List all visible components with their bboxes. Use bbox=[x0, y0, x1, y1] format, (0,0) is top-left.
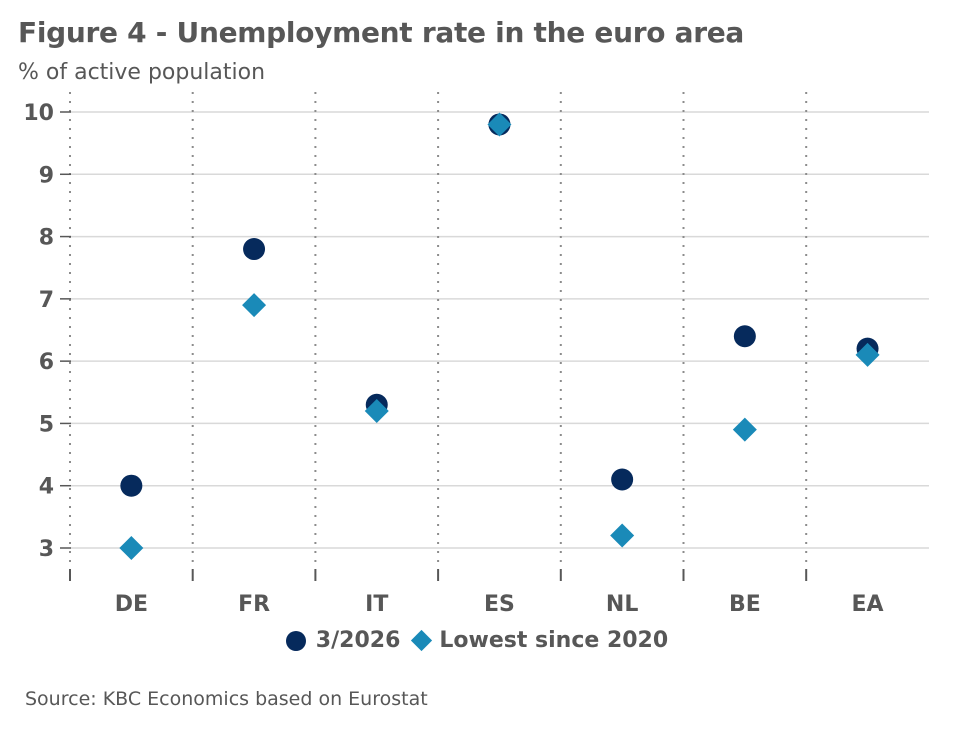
chart-title: Figure 4 - Unemployment rate in the euro… bbox=[18, 16, 745, 49]
data-point-diamond: DE: 3 bbox=[119, 536, 144, 560]
series-current: DE: 4FR: 7.8IT: 5.3ES: 9.8NL: 4.1BE: 6.4… bbox=[120, 113, 879, 497]
y-tick-label: 8 bbox=[39, 226, 54, 251]
y-axis: 3 4 5 6 7 8 9 10 bbox=[23, 101, 71, 562]
chart-subtitle: % of active population bbox=[18, 60, 266, 85]
data-series: DE: 4FR: 7.8IT: 5.3ES: 9.8NL: 4.1BE: 6.4… bbox=[119, 112, 880, 560]
legend: 3/2026 Lowest since 2020 bbox=[0, 628, 960, 653]
y-tick-label: 6 bbox=[39, 350, 54, 375]
x-tick-label: FR bbox=[238, 592, 270, 617]
x-tick-label: NL bbox=[606, 592, 638, 617]
legend-item-current: 3/2026 bbox=[285, 628, 401, 653]
data-point-circle: FR: 7.8 bbox=[243, 238, 266, 261]
legend-item-lowest: Lowest since 2020 bbox=[411, 628, 669, 653]
y-tick-label: 5 bbox=[39, 412, 54, 437]
data-point-circle: NL: 4.1 bbox=[611, 468, 634, 491]
category-dividers bbox=[69, 92, 808, 566]
y-tick-label: 3 bbox=[39, 537, 54, 562]
x-tick-label: ES bbox=[484, 592, 515, 617]
data-point-circle: BE: 6.4 bbox=[733, 325, 756, 348]
data-point-diamond: EA: 6.1 bbox=[855, 342, 880, 367]
data-point-diamond: BE: 4.9 bbox=[732, 417, 757, 442]
diamond-marker-icon bbox=[411, 629, 433, 652]
legend-label-current: 3/2026 bbox=[315, 628, 401, 653]
x-tick-label: DE bbox=[115, 592, 148, 617]
legend-label-lowest: Lowest since 2020 bbox=[439, 628, 669, 653]
y-tick-label: 9 bbox=[39, 163, 54, 188]
series-lowest-since-2020: DE: 3 FR: 6.9 IT: 5.2 ES: 9.8 NL: 3.2 BE: 4.9… bbox=[119, 112, 880, 560]
circle-marker-icon bbox=[285, 630, 306, 651]
x-axis: DE FR IT ES NL BE EA bbox=[69, 569, 884, 617]
data-point-diamond: ES: 9.8 bbox=[487, 112, 512, 137]
y-tick-label: 4 bbox=[39, 475, 54, 500]
data-point-diamond: FR: 6.9 bbox=[242, 293, 267, 318]
data-point-circle: DE: 4 bbox=[120, 474, 143, 497]
source-note: Source: KBC Economics based on Eurostat bbox=[25, 688, 428, 710]
data-point-diamond: NL: 3.2 bbox=[610, 523, 635, 548]
y-tick-label: 7 bbox=[39, 288, 54, 313]
x-tick-label: EA bbox=[852, 592, 884, 617]
x-tick-label: BE bbox=[729, 592, 761, 617]
gridlines bbox=[70, 111, 929, 549]
x-tick-label: IT bbox=[365, 592, 388, 617]
y-tick-label: 10 bbox=[23, 101, 54, 126]
data-point-diamond: IT: 5.2 bbox=[364, 398, 389, 423]
